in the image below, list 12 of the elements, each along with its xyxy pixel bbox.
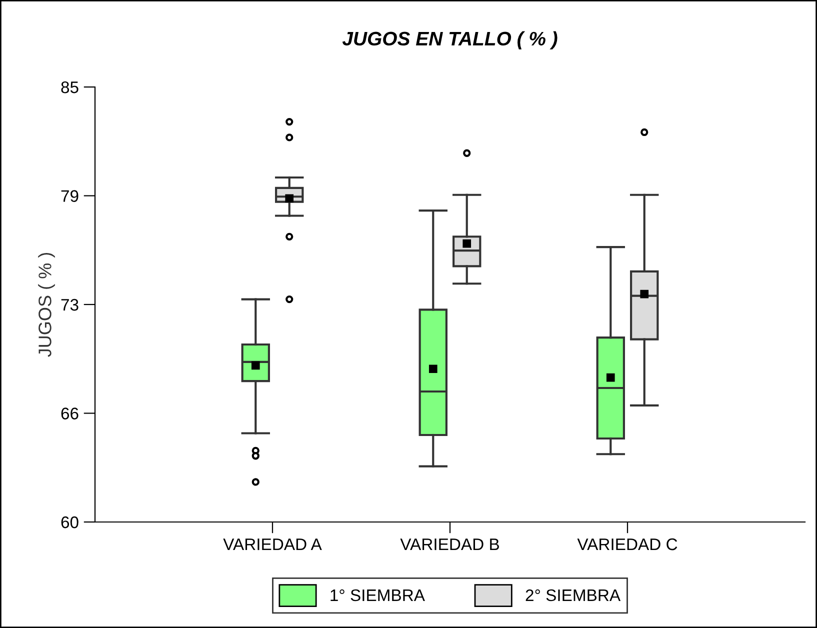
y-tick-label: 66 [61, 408, 78, 420]
y-tick-label: 79 [61, 190, 78, 202]
x-tick-label: VARIEDAD A [223, 538, 322, 550]
y-tick-label: 73 [61, 298, 78, 311]
x-tick-label: VARIEDAD B [400, 538, 499, 550]
legend-label: 1° SIEMBRA [330, 589, 425, 602]
y-tick-label: 60 [61, 516, 78, 528]
y-tick-label: 85 [61, 81, 78, 94]
y-axis-title: JUGOS ( % ) [38, 252, 55, 357]
legend-label: 2° SIEMBRA [526, 589, 621, 602]
chart-title: JUGOS EN TALLO ( % ) [342, 31, 558, 50]
x-tick-label: VARIEDAD C [577, 538, 678, 550]
